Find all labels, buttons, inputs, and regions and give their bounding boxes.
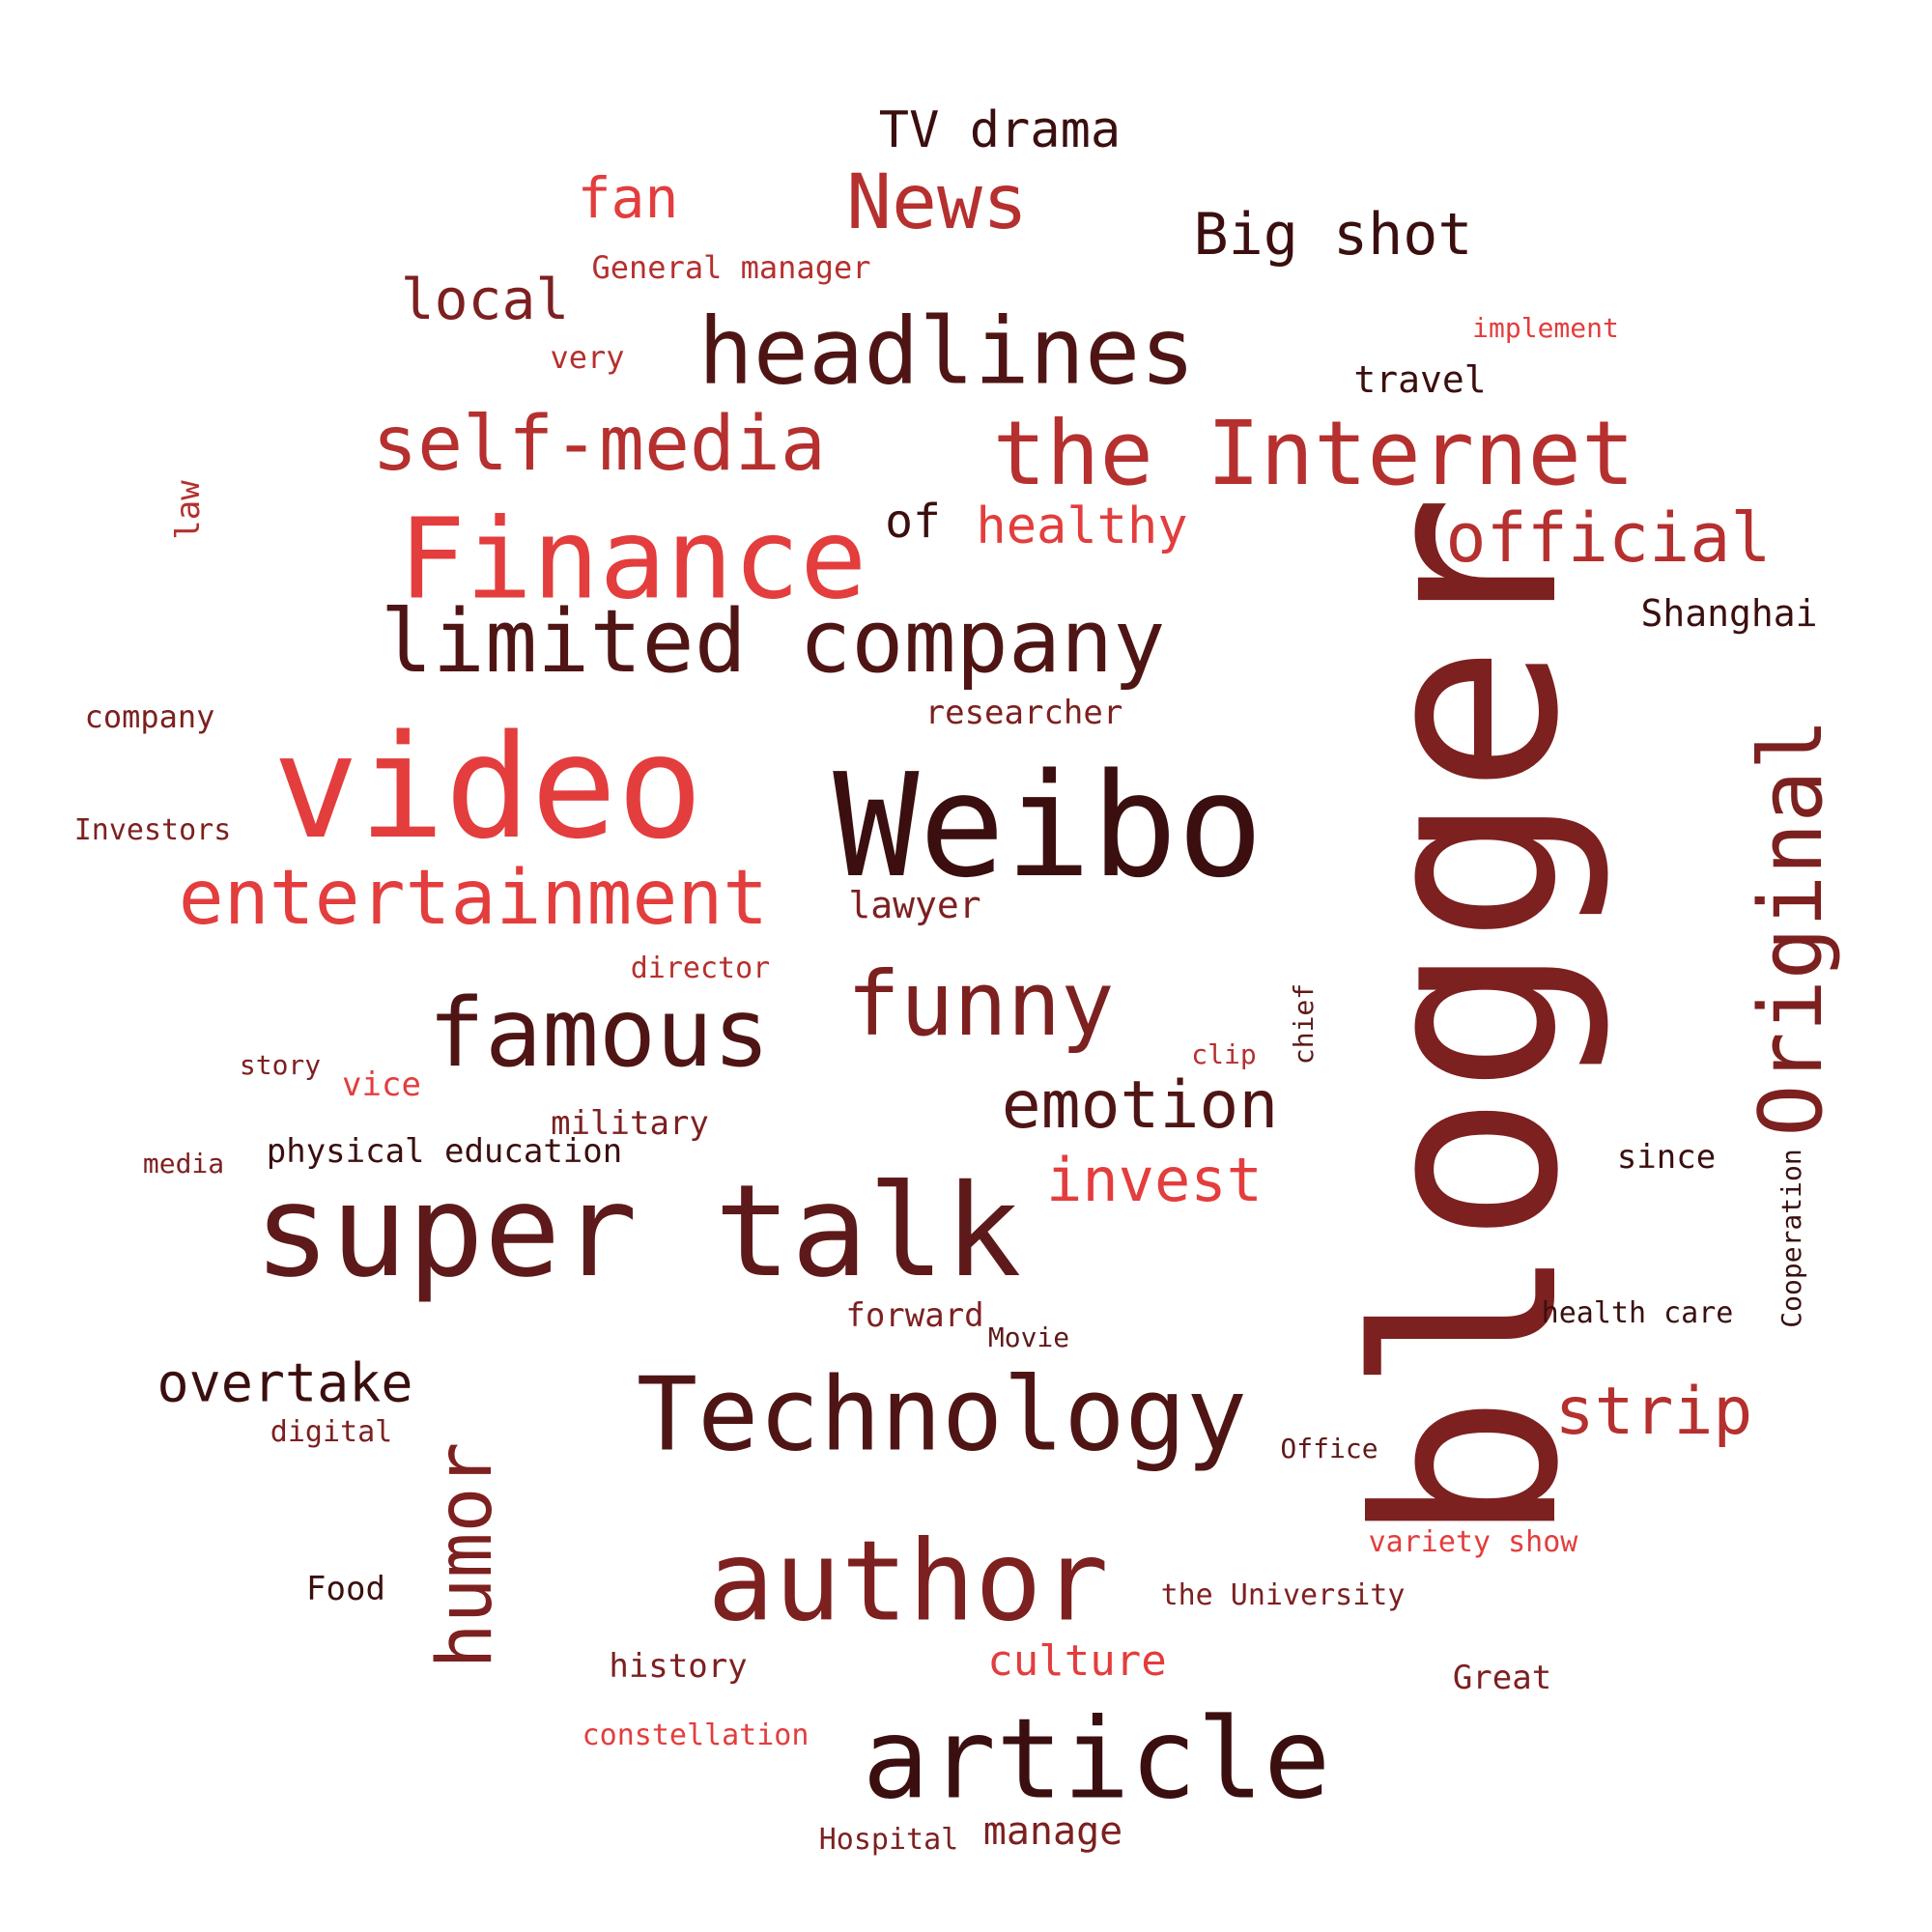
- word-finance: Finance: [398, 495, 867, 625]
- word-investors: Investors: [73, 813, 232, 847]
- word-technology: Technology: [636, 1355, 1248, 1474]
- word-digital: digital: [270, 1415, 393, 1449]
- word-health-care: health care: [1541, 1296, 1734, 1330]
- word-headlines: headlines: [697, 298, 1196, 406]
- word-funny: funny: [846, 952, 1115, 1056]
- word-local: local: [400, 267, 570, 332]
- word-fan: fan: [577, 165, 679, 231]
- word-news: News: [846, 159, 1028, 246]
- word-general-manager: General manager: [591, 249, 871, 286]
- word-travel: travel: [1353, 358, 1487, 401]
- word-food: Food: [306, 1570, 385, 1608]
- word-since: since: [1616, 1138, 1717, 1177]
- word-physical-education: physical education: [266, 1132, 623, 1171]
- word-lawyer: lawyer: [848, 884, 981, 926]
- word-original: Original: [1741, 718, 1842, 1137]
- word-the-internet: the Internet: [992, 402, 1635, 505]
- word-emotion: emotion: [1001, 1067, 1279, 1144]
- word-office: Office: [1280, 1433, 1378, 1464]
- word-famous: famous: [427, 979, 771, 1089]
- word-company: company: [84, 698, 215, 735]
- word-very: very: [550, 339, 625, 376]
- word-variety-show: variety show: [1368, 1525, 1578, 1559]
- word-video: video: [272, 704, 703, 870]
- word-story: story: [239, 1049, 322, 1081]
- word-hospital: Hospital: [818, 1823, 959, 1857]
- word-big-shot: Big shot: [1193, 201, 1473, 269]
- word-invest: invest: [1046, 1145, 1263, 1215]
- word-limited-company: limited company: [380, 591, 1166, 693]
- word-entertainment: entertainment: [178, 855, 769, 942]
- word-weibo: Weibo: [833, 743, 1264, 909]
- word-history: history: [609, 1647, 748, 1686]
- word-author: author: [707, 1517, 1109, 1647]
- word-article: article: [862, 1694, 1331, 1825]
- word-researcher: researcher: [924, 694, 1123, 732]
- word-movie: Movie: [987, 1321, 1070, 1353]
- word-official: official: [1445, 498, 1772, 578]
- word-tv-drama: TV drama: [878, 101, 1122, 159]
- word-shanghai: Shanghai: [1640, 592, 1818, 635]
- word-chief: chief: [1288, 982, 1320, 1065]
- word-healthy: healthy: [976, 497, 1188, 555]
- word-strip: strip: [1554, 1374, 1753, 1450]
- word-director: director: [630, 952, 771, 985]
- word-implement: implement: [1472, 312, 1619, 344]
- word-clip: clip: [1191, 1038, 1257, 1070]
- word-military: military: [551, 1104, 709, 1143]
- word-law: law: [169, 480, 208, 540]
- word-humor: humor: [422, 1441, 509, 1669]
- word-manage: manage: [982, 1809, 1123, 1854]
- word-forward: forward: [845, 1296, 984, 1335]
- word-cooperation: Cooperation: [1776, 1149, 1807, 1328]
- word-constellation: constellation: [582, 1719, 810, 1752]
- word-great: Great: [1452, 1659, 1552, 1697]
- word-self-media: self-media: [372, 401, 826, 488]
- word-the-university: the University: [1160, 1578, 1406, 1612]
- word-super-talk: super talk: [253, 1157, 1022, 1306]
- word-vice: vice: [342, 1065, 421, 1104]
- word-culture: culture: [987, 1636, 1167, 1686]
- word-of: of: [885, 495, 941, 549]
- word-overtake: overtake: [156, 1351, 413, 1414]
- word-media: media: [142, 1148, 225, 1179]
